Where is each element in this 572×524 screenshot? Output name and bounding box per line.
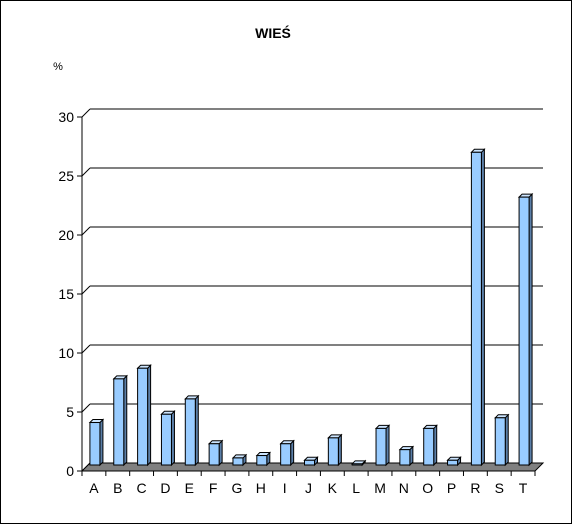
bar-front — [184, 398, 196, 466]
bar-front — [232, 457, 244, 466]
x-tick-label: J — [305, 480, 312, 496]
bar-front — [280, 443, 292, 466]
bar-R — [470, 148, 486, 467]
bar-N — [398, 445, 415, 467]
bar-front — [256, 455, 268, 466]
bar-O — [422, 424, 438, 467]
x-tick-label: I — [283, 480, 287, 496]
x-tick-label: K — [328, 480, 338, 496]
x-tick-label: C — [137, 480, 147, 496]
x-tick-label: A — [89, 480, 99, 496]
gridline-diagonal — [81, 167, 91, 177]
bar-L — [350, 459, 367, 467]
x-tick-label: B — [113, 480, 122, 496]
bar-front — [113, 378, 125, 466]
bar-front — [351, 463, 363, 466]
x-tick-label: M — [374, 480, 386, 496]
gridline-diagonal — [81, 344, 91, 354]
x-tick-label: D — [160, 480, 170, 496]
gridline-diagonal — [81, 226, 91, 236]
bar-D — [160, 410, 176, 467]
bar-P — [446, 456, 462, 467]
bar-front — [89, 422, 101, 466]
y-tick-label: 30 — [58, 109, 74, 125]
bar-B — [112, 374, 128, 467]
y-tick-label: 10 — [58, 345, 74, 361]
bar-S — [494, 413, 510, 467]
x-tick-label: O — [422, 480, 433, 496]
bar-front — [447, 459, 459, 466]
chart-title: WIEŚ — [255, 24, 291, 41]
bar-K — [327, 433, 343, 467]
bar-front — [375, 427, 387, 466]
x-tick-label: E — [185, 480, 194, 496]
x-tick-label: R — [470, 480, 480, 496]
bar-front — [470, 151, 482, 466]
y-tick-label: 5 — [66, 404, 74, 420]
bar-G — [231, 453, 248, 467]
bar-front — [208, 443, 220, 466]
bar-front — [494, 417, 506, 466]
bar-H — [255, 451, 272, 467]
gridline-diagonal — [81, 403, 91, 413]
bar-front — [137, 367, 149, 466]
bar-front — [399, 449, 411, 466]
y-axis-unit-label: % — [53, 61, 63, 73]
bar-I — [279, 439, 295, 467]
x-tick-label: H — [256, 480, 266, 496]
bar-front — [518, 196, 530, 466]
bar-front — [304, 459, 315, 466]
bar-J — [303, 456, 319, 467]
bar-F — [207, 439, 224, 467]
bar-front — [160, 413, 172, 466]
y-tick-label: 25 — [58, 168, 74, 184]
x-tick-label: S — [495, 480, 504, 496]
y-tick-label: 0 — [66, 463, 74, 479]
y-axis: 0 5 10 15 20 25 30 — [58, 109, 83, 479]
y-tick-label: 15 — [58, 286, 74, 302]
x-tick-label: G — [232, 480, 243, 496]
x-tick-label: T — [519, 480, 528, 496]
x-tick-label: L — [352, 480, 360, 496]
y-tick-label: 20 — [58, 227, 74, 243]
bars — [88, 148, 534, 467]
bar-M — [374, 424, 391, 467]
gridline-diagonal — [81, 285, 91, 295]
bar-front — [423, 427, 435, 466]
bar-C — [136, 364, 152, 467]
bar-E — [184, 394, 200, 467]
x-tick-label: F — [209, 480, 218, 496]
x-tick-label: N — [399, 480, 409, 496]
gridline-diagonal — [81, 108, 91, 118]
bar-A — [88, 418, 105, 467]
bar-front — [327, 437, 339, 466]
bar-T — [517, 192, 534, 467]
x-tick-label: P — [447, 480, 456, 496]
